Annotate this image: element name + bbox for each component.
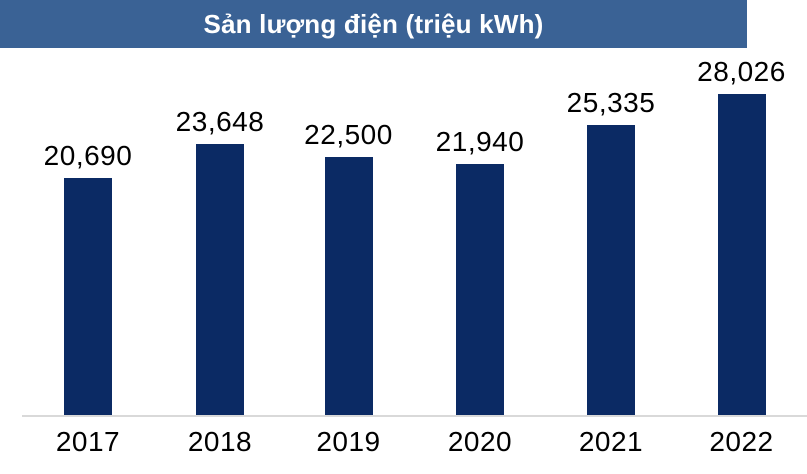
bar-2022: [717, 94, 766, 416]
bar-2020: [456, 164, 504, 416]
bar-value-label: 25,335: [566, 87, 656, 118]
bar-value-label: 22,500: [304, 119, 393, 150]
x-axis-tick-label: 2022: [709, 426, 774, 457]
x-axis-tick-label: 2020: [447, 426, 513, 457]
chart-title: Sản lượng điện (triệu kWh): [203, 8, 544, 39]
x-axis-tick-label: 2017: [55, 426, 121, 457]
x-axis-tick-label: 2019: [316, 426, 381, 457]
bar-2017: [64, 178, 112, 416]
bar-value-label: 28,026: [697, 56, 786, 87]
x-axis-tick-label: 2018: [187, 426, 253, 457]
bar-value-label: 23,648: [175, 106, 265, 137]
bar-2021: [587, 125, 635, 416]
bar-2018: [196, 144, 244, 416]
bar-value-label: 20,690: [43, 140, 133, 171]
bar-2019: [324, 157, 373, 416]
x-axis-line: [22, 415, 807, 417]
chart-title-banner: Sản lượng điện (triệu kWh): [0, 0, 747, 48]
x-axis-tick-label: 2021: [578, 426, 644, 457]
bar-value-label: 21,940: [435, 126, 525, 157]
